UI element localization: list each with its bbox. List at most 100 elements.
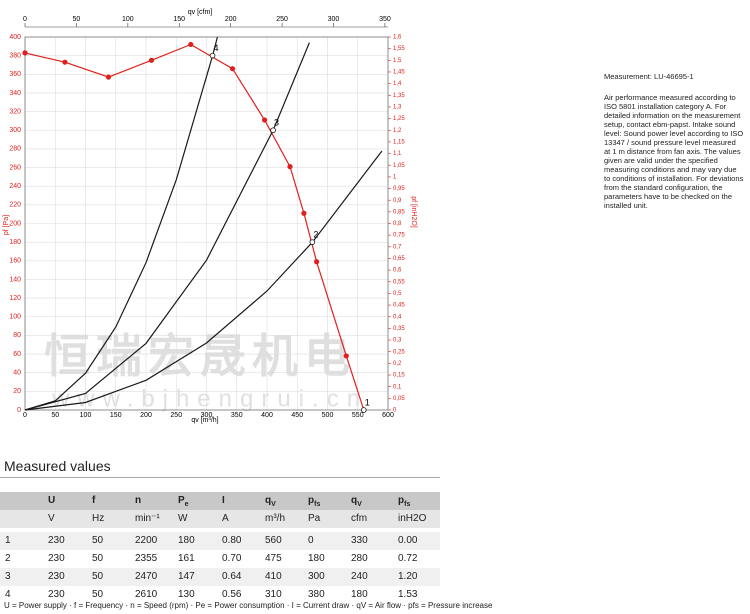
data-point [314, 259, 320, 265]
unit-cell: cfm [351, 513, 368, 524]
plot-frame [24, 36, 389, 411]
measurement: Measurement: LU-46695-1 [604, 72, 694, 81]
operating-point [270, 127, 276, 134]
table-cell: 310 [265, 589, 282, 600]
table-cell: 380 [308, 589, 325, 600]
series-line [24, 43, 365, 411]
y2-tick-label: 1,1 [393, 151, 402, 157]
table-cell: 3 [5, 571, 11, 582]
unit-cell: Pa [308, 513, 321, 524]
header-sub: fs [314, 501, 321, 508]
table-cell: 1 [5, 535, 11, 546]
y2-tick-label: 1,05 [393, 163, 405, 169]
y-tick-label: 380 [9, 52, 21, 59]
table-cell: 2200 [135, 535, 158, 546]
y2-tick-label: 0,1 [393, 384, 402, 390]
unit-cell: m³/h [265, 513, 285, 524]
y2-tick-label: 1,45 [393, 70, 405, 76]
y2-tick-label: 0,75 [393, 233, 405, 239]
table-cell: 560 [265, 535, 282, 546]
x-tick-label: 150 [110, 412, 122, 419]
y2-tick-label: 0,7 [393, 244, 402, 250]
header-text: q [351, 495, 358, 506]
table-cell: 130 [178, 589, 195, 600]
header-text: U [48, 495, 56, 506]
y2-tick-label: 0,9 [393, 198, 402, 204]
table-cell: 50 [92, 571, 104, 582]
y2-tick-label: 1,4 [393, 81, 402, 87]
description: Air performance measured according to IS… [604, 93, 744, 210]
x2-tick-label: 250 [276, 16, 288, 23]
y2-tick-label: 1,35 [393, 93, 405, 99]
y-axis-label: pf [Pa] [3, 215, 10, 235]
x-axis-label: qv [m³/h] [191, 417, 218, 424]
data-row: 1 230 50 2200 180 0.80 560 0 330 0.00 [0, 532, 440, 550]
x-tick-label: 500 [322, 412, 334, 419]
table-cell: 230 [48, 535, 65, 546]
header-text: I [222, 495, 225, 506]
y-tick-label: 400 [9, 34, 21, 41]
point-label: 2 [313, 230, 318, 240]
header-sub: fs [404, 501, 411, 508]
table-cell: 50 [92, 553, 104, 564]
unit-cell: min⁻¹ [135, 513, 160, 524]
y2-tick-label: 0 [393, 408, 397, 414]
y-tick-label: 160 [9, 258, 21, 265]
y2-tick-label: 1,5 [393, 58, 402, 64]
y2-tick-label: 1,2 [393, 128, 402, 134]
x2-tick-label: 300 [328, 16, 340, 23]
x-tick-label: 450 [291, 412, 303, 419]
header-cell: qV [265, 495, 276, 508]
table-cell: 50 [92, 535, 104, 546]
table-cell: 240 [351, 571, 368, 582]
data-row: 4 230 50 2610 130 0.56 310 380 180 1.53 [0, 586, 440, 604]
header-cell: pfs [308, 495, 320, 508]
data-row: 2 230 50 2355 161 0.70 475 180 280 0.72 [0, 550, 440, 568]
table-cell: 4 [5, 589, 11, 600]
y-tick-label: 60 [13, 351, 21, 358]
table-title: Measured values [0, 455, 440, 478]
x-tick-label: 300 [201, 412, 213, 419]
notes: Measurement: LU-46695-1 Air performance … [604, 72, 744, 210]
table-cell: 2470 [135, 571, 158, 582]
table-cell: 1.53 [398, 589, 418, 600]
unit-cell: V [48, 513, 55, 524]
data-point [261, 117, 268, 123]
table-cell: 180 [351, 589, 368, 600]
y2-tick-label: 1,3 [393, 105, 402, 111]
y-tick-label: 20 [13, 388, 21, 395]
point-label: 1 [365, 397, 370, 407]
header-cell: n [135, 495, 141, 506]
data-point [229, 66, 236, 72]
header-cell: Pe [178, 495, 189, 508]
table-cell: 0 [308, 535, 314, 546]
watermark: 恒瑞宏晟机电 [44, 330, 356, 382]
table-cell: 230 [48, 553, 65, 564]
y2-tick-label: 1,6 [393, 35, 402, 41]
table-cell: 230 [48, 571, 65, 582]
y2-tick-label: 0,15 [393, 373, 405, 379]
y2-tick-label: 0,5 [393, 291, 402, 297]
x-tick-label: 100 [80, 412, 92, 419]
unit-cell: A [222, 513, 229, 524]
data-point [343, 353, 349, 359]
y-tick-label: 300 [9, 127, 21, 134]
y-tick-label: 120 [9, 295, 21, 302]
y-tick-label: 200 [9, 220, 21, 227]
table-cell: 280 [351, 553, 368, 564]
x-tick-label: 600 [382, 412, 394, 419]
header-text: p [308, 495, 315, 506]
y-tick-label: 340 [9, 90, 21, 97]
operating-point [360, 407, 367, 413]
unit-cell: inH2O [398, 513, 427, 524]
x-tick-label: 200 [140, 412, 152, 419]
data-point [301, 210, 307, 216]
y2-tick-label: 1,15 [393, 139, 405, 145]
table-cell: 410 [265, 571, 282, 582]
y2-tick-label: 0,45 [393, 303, 405, 309]
header-cell: f [92, 495, 95, 506]
x2-axis-label: qv [cfm] [188, 9, 213, 16]
y2-tick-label: 0,85 [393, 209, 405, 215]
